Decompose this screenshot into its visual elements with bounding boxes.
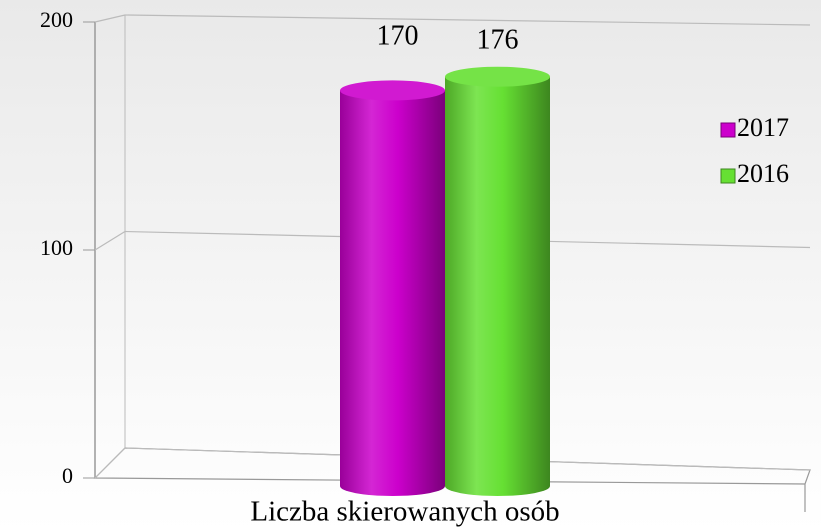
y-tick-label: 100 [40,235,73,260]
legend-swatch [720,122,736,138]
y-tick-label: 200 [40,7,73,32]
bar-top [445,66,550,87]
bar [340,90,445,497]
y-tick-label: 0 [62,463,73,488]
bar [445,76,550,497]
legend-swatch [720,168,736,184]
value-label: 170 [377,20,419,51]
legend-label: 2017 [737,113,789,142]
x-tick-label: Liczba skierowanych osób [250,496,559,528]
grid-line [94,230,811,251]
grid-line [94,14,811,26]
legend-label: 2016 [737,159,789,188]
value-label: 176 [477,24,519,55]
bar-top [340,80,445,101]
grid-line [94,447,811,479]
